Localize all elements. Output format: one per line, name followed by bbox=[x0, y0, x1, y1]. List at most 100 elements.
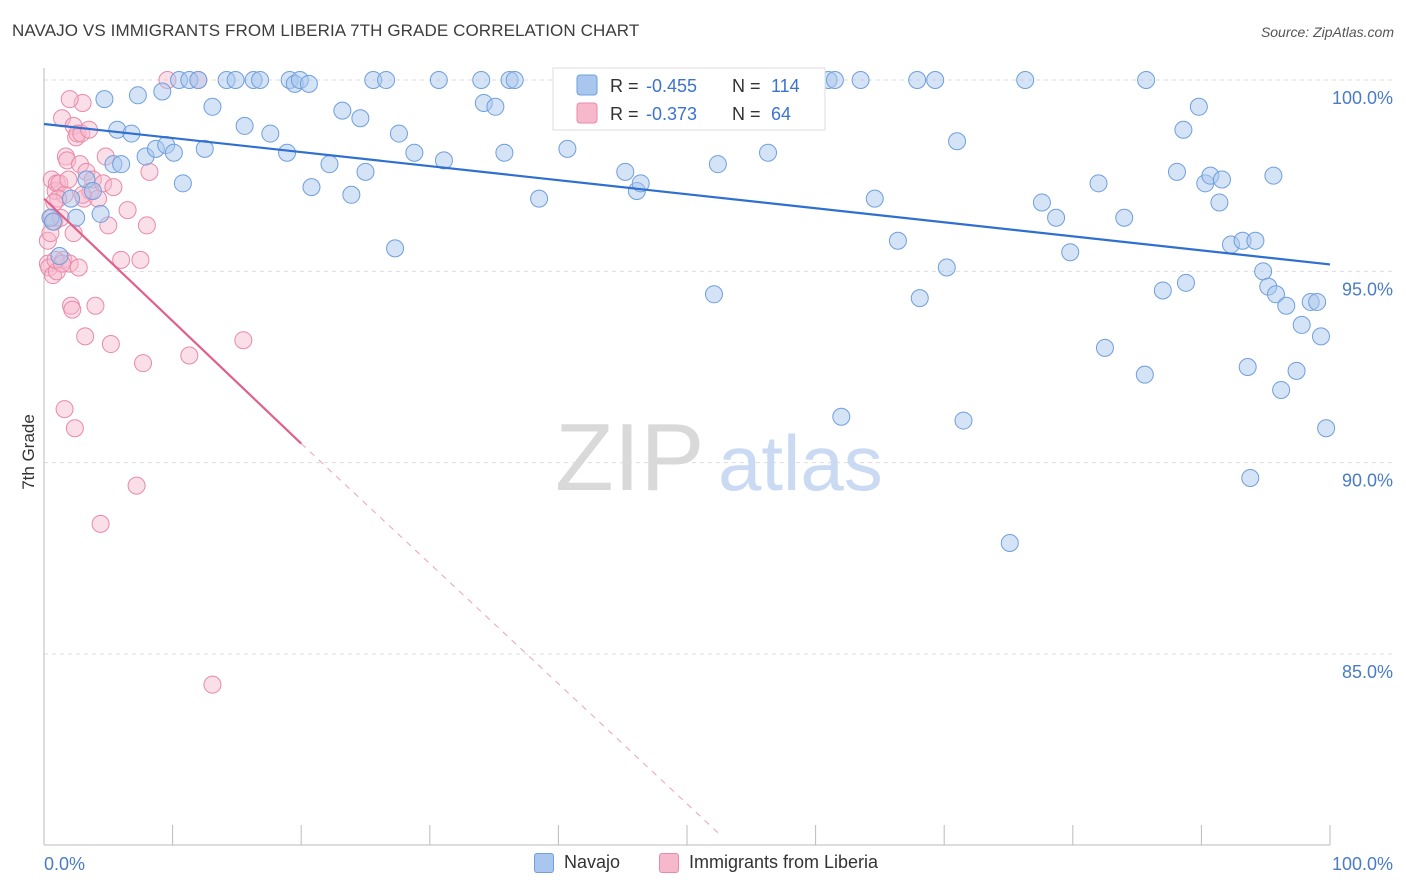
navajo-point bbox=[1000, 534, 1019, 553]
liberia-legend-swatch bbox=[576, 102, 598, 124]
liberia-point bbox=[127, 476, 146, 495]
navajo-point bbox=[1115, 208, 1134, 227]
navajo-point bbox=[759, 143, 778, 162]
navajo-point bbox=[472, 71, 491, 89]
liberia-point bbox=[60, 90, 79, 109]
legend-swatch-liberia bbox=[659, 852, 679, 873]
navajo-r-label: R = bbox=[610, 76, 639, 96]
liberia-point bbox=[140, 162, 159, 181]
navajo-point bbox=[429, 71, 448, 89]
liberia-n-value: 64 bbox=[771, 104, 791, 124]
navajo-point bbox=[1317, 419, 1336, 438]
liberia-point bbox=[63, 300, 82, 319]
legend-label-liberia: Immigrants from Liberia bbox=[689, 852, 879, 872]
navajo-point bbox=[62, 189, 81, 208]
navajo-point bbox=[342, 185, 361, 204]
legend-item-liberia: Immigrants from Liberia bbox=[659, 852, 878, 873]
navajo-point bbox=[1174, 120, 1193, 139]
navajo-point bbox=[67, 208, 86, 227]
liberia-point bbox=[137, 216, 156, 235]
liberia-point bbox=[203, 675, 222, 694]
navajo-point bbox=[389, 124, 408, 143]
navajo-legend-swatch bbox=[576, 74, 598, 96]
liberia-point bbox=[71, 155, 90, 174]
navajo-point bbox=[888, 231, 907, 250]
x-tick-label: 100.0% bbox=[1332, 854, 1393, 874]
watermark: ZIP atlas bbox=[555, 404, 883, 511]
navajo-point bbox=[1311, 327, 1330, 346]
trend-layer bbox=[43, 122, 1331, 835]
navajo-n-value: 114 bbox=[771, 76, 800, 96]
navajo-point bbox=[299, 74, 318, 93]
navajo-point bbox=[333, 101, 352, 120]
navajo-point bbox=[1176, 273, 1195, 292]
navajo-point bbox=[1210, 193, 1229, 212]
navajo-point bbox=[1292, 315, 1311, 334]
liberia-trend-line bbox=[43, 197, 302, 445]
navajo-point bbox=[530, 189, 549, 208]
navajo-point bbox=[1246, 231, 1265, 250]
navajo-point bbox=[356, 162, 375, 181]
navajo-point bbox=[434, 151, 453, 170]
navajo-point bbox=[50, 247, 69, 266]
navajo-point bbox=[189, 71, 208, 89]
navajo-point bbox=[1266, 285, 1285, 304]
navajo-point bbox=[708, 155, 727, 174]
navajo-point bbox=[1137, 71, 1156, 89]
liberia-point bbox=[118, 201, 137, 220]
navajo-point bbox=[486, 97, 505, 116]
liberia-n-label: N = bbox=[732, 104, 761, 124]
navajo-point bbox=[351, 109, 370, 128]
liberia-point bbox=[104, 178, 123, 197]
navajo-point bbox=[910, 289, 929, 308]
navajo-point bbox=[1032, 193, 1051, 212]
navajo-point bbox=[235, 116, 254, 135]
navajo-point bbox=[386, 239, 405, 258]
liberia-point bbox=[112, 250, 131, 269]
liberia-point bbox=[101, 335, 120, 354]
navajo-point bbox=[83, 181, 102, 200]
navajo-point bbox=[948, 132, 967, 151]
liberia-point bbox=[180, 346, 199, 365]
navajo-point bbox=[1189, 97, 1208, 116]
navajo-point bbox=[1264, 166, 1283, 185]
navajo-point bbox=[278, 143, 297, 162]
navajo-point bbox=[908, 71, 927, 89]
navajo-point bbox=[825, 71, 844, 89]
liberia-point bbox=[134, 354, 153, 373]
navajo-point bbox=[505, 71, 524, 89]
navajo-point bbox=[1095, 338, 1114, 357]
navajo-point bbox=[128, 86, 147, 105]
navajo-point bbox=[1167, 162, 1186, 181]
liberia-point bbox=[69, 258, 88, 277]
navajo-point bbox=[865, 189, 884, 208]
navajo-point bbox=[558, 139, 577, 158]
liberia-point bbox=[234, 331, 253, 350]
navajo-point bbox=[616, 162, 635, 181]
navajo-point bbox=[1238, 358, 1257, 376]
legend-label-navajo: Navajo bbox=[564, 852, 621, 872]
navajo-point bbox=[1287, 361, 1306, 380]
navajo-point bbox=[153, 82, 172, 101]
y-tick-label: 90.0% bbox=[1342, 471, 1393, 491]
navajo-point bbox=[1153, 281, 1172, 300]
navajo-point bbox=[1241, 468, 1260, 487]
stats-legend-box bbox=[552, 67, 826, 131]
navajo-point bbox=[631, 174, 650, 193]
navajo-point bbox=[1016, 71, 1035, 89]
navajo-point bbox=[495, 143, 514, 162]
navajo-point bbox=[1272, 380, 1291, 399]
navajo-point bbox=[1089, 174, 1108, 193]
navajo-point bbox=[1308, 292, 1327, 311]
navajo-points bbox=[41, 71, 1336, 553]
navajo-point bbox=[226, 71, 245, 89]
chart-source: Source: ZipAtlas.com bbox=[1260, 24, 1394, 40]
liberia-point bbox=[86, 296, 105, 315]
legend-swatch-navajo bbox=[534, 852, 554, 873]
y-tick-label: 100.0% bbox=[1332, 88, 1393, 108]
navajo-point bbox=[95, 90, 114, 109]
navajo-point bbox=[44, 212, 63, 231]
navajo-point bbox=[195, 139, 214, 158]
y-tick-label: 95.0% bbox=[1342, 279, 1393, 299]
navajo-point bbox=[705, 285, 724, 304]
